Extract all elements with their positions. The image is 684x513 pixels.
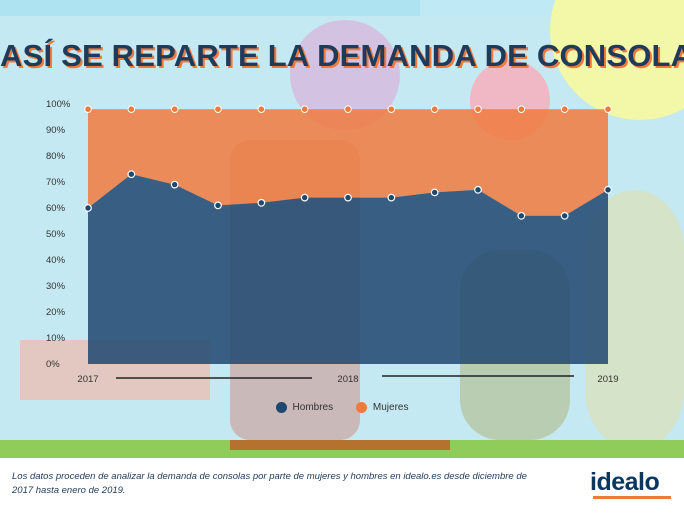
mujeres-point: [430, 105, 439, 113]
hombres-point: [474, 185, 482, 194]
y-tick-label: 50%: [46, 229, 66, 240]
y-tick-label: 100%: [46, 99, 71, 110]
hombres-point: [430, 188, 439, 197]
hombres-point: [387, 193, 396, 202]
y-tick-label: 80%: [46, 151, 66, 162]
mujeres-point: [604, 105, 612, 113]
hombres-area: [88, 174, 608, 364]
footnote: Los datos proceden de analizar la demand…: [12, 471, 527, 496]
hombres-point: [560, 211, 569, 220]
y-tick-label: 90%: [46, 125, 66, 136]
legend-dot-mujeres: [355, 402, 367, 413]
x-axis: 2017 2018 2019: [77, 374, 618, 385]
legend-label-hombres: Hombres: [292, 402, 334, 414]
logo-underline: [593, 496, 671, 499]
mujeres-point: [300, 105, 309, 113]
hombres-point: [170, 180, 179, 189]
hombres-point: [604, 185, 612, 194]
y-tick-label: 60%: [46, 203, 66, 214]
area-chart: 100%90%80%70%60%50%40%30%20%10%0% 2017 20…: [46, 99, 619, 385]
mujeres-point: [474, 105, 482, 113]
legend-label-mujeres: Mujeres: [372, 402, 409, 414]
x-tick-label: 2017: [77, 374, 98, 385]
x-tick-label: 2019: [597, 374, 618, 385]
y-axis: 100% 90% 80% 70% 60% 50% 40% 30% 20% 10% 0%: [46, 99, 71, 370]
hombres-point: [84, 204, 92, 212]
y-tick-label: 20%: [46, 307, 66, 318]
mujeres-point: [257, 105, 266, 113]
hombres-point: [300, 193, 309, 202]
chart-areas: [88, 109, 608, 364]
y-tick-label: 70%: [46, 177, 66, 188]
mujeres-point: [84, 105, 92, 113]
legend-item-mujeres: Mujeres: [355, 402, 409, 414]
chart-legend: Hombres Mujeres: [0, 402, 684, 413]
mujeres-point: [387, 105, 396, 113]
x-tick-label: 2018: [337, 374, 358, 385]
hombres-point: [214, 201, 222, 210]
legend-item-hombres: Hombres: [275, 402, 334, 414]
hombres-point: [517, 211, 526, 220]
mujeres-point: [214, 105, 222, 113]
mujeres-point: [170, 105, 179, 113]
y-tick-label: 30%: [46, 281, 66, 292]
y-tick-label: 0%: [46, 359, 60, 370]
mujeres-point: [344, 105, 352, 113]
idealo-logo: idealo: [590, 468, 660, 496]
hombres-point: [257, 198, 266, 207]
y-tick-label: 40%: [46, 255, 66, 266]
legend-dot-hombres: [275, 402, 287, 413]
chart-title: ASÍ SE REPARTE LA DEMANDA DE CONSOLAS: [0, 38, 684, 73]
mujeres-point: [560, 105, 569, 113]
mujeres-point: [517, 105, 526, 113]
footer: [0, 458, 684, 513]
hombres-point: [127, 170, 136, 179]
mujeres-point: [127, 105, 136, 113]
chart-points: [84, 105, 612, 220]
y-tick-label: 10%: [46, 333, 66, 344]
hombres-point: [344, 193, 352, 202]
